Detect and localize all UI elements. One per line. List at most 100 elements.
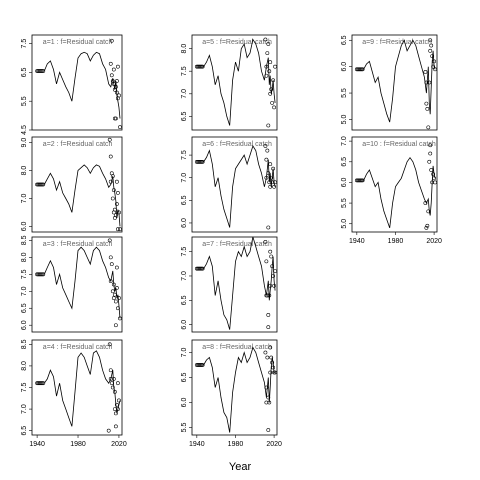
panel-2: 6.0 7.0 8.0 9.0 a=2 : f=Residual catch	[21, 136, 123, 233]
observation-point	[266, 313, 271, 317]
observation-point	[108, 61, 113, 66]
series-line	[43, 246, 121, 319]
observation-point	[110, 196, 115, 201]
observation-point	[107, 137, 112, 142]
observation-point	[266, 325, 271, 330]
x-tick-label: 2020	[426, 238, 442, 245]
observation-point	[111, 296, 116, 300]
observation-point	[265, 293, 270, 298]
observation-point	[266, 428, 271, 432]
observation-point	[426, 125, 431, 130]
observation-point	[428, 143, 433, 148]
y-tick-label: 5.5	[341, 88, 348, 98]
observation-point	[265, 148, 270, 153]
x-tick-label: 1980	[228, 441, 244, 448]
panel-frame	[191, 34, 278, 131]
observation-point	[117, 296, 121, 300]
observation-point	[113, 213, 118, 218]
y-tick-label: 7.0	[181, 89, 188, 99]
observation-point	[272, 283, 277, 288]
observation-point	[263, 37, 268, 42]
observation-point	[114, 265, 119, 270]
panel-frame	[191, 236, 278, 333]
panel-label: a=10 : f=Residual catch	[362, 141, 436, 148]
series-line	[203, 236, 276, 330]
panel-label: a=3 : f=Residual catch	[43, 241, 113, 248]
observation-point	[273, 269, 277, 274]
y-tick-label: 6.5	[181, 111, 188, 121]
y-tick-label: 4.5	[21, 125, 28, 135]
panel-label: a=9 : f=Residual catch	[362, 39, 432, 46]
observation-point	[106, 428, 111, 433]
observation-point	[109, 38, 114, 43]
y-tick-label: 6.0	[341, 177, 348, 187]
observation-point	[265, 51, 270, 55]
observation-point	[432, 59, 437, 64]
observation-point	[112, 207, 117, 212]
observation-point	[273, 180, 277, 185]
observation-point	[111, 82, 116, 86]
observation-point	[264, 385, 269, 390]
panel-label: a=6 : f=Residual catch	[202, 141, 272, 148]
y-tick-label: 6.0	[181, 398, 188, 408]
observation-point	[109, 262, 114, 267]
observation-point	[268, 345, 273, 350]
y-tick-label: 6.5	[181, 195, 188, 205]
y-tick-label: 7.5	[181, 66, 188, 76]
observation-point	[270, 180, 275, 185]
observation-point	[267, 69, 272, 74]
observation-point	[264, 157, 269, 162]
initial-point	[200, 363, 205, 367]
y-tick-label: 7.5	[21, 39, 28, 49]
panel-frame	[351, 136, 438, 233]
y-tick-label: 7.5	[21, 383, 28, 393]
series-line	[43, 164, 121, 227]
observation-point	[116, 190, 120, 195]
y-tick-label: 6.0	[181, 320, 188, 330]
observation-point	[114, 285, 119, 290]
y-tick-label: 5.0	[341, 219, 348, 229]
observation-point	[264, 73, 269, 78]
observation-point	[427, 80, 432, 85]
observation-point	[264, 400, 269, 405]
observation-point	[430, 180, 435, 185]
observation-point	[113, 424, 118, 429]
observation-point	[109, 381, 114, 386]
series-line	[363, 157, 436, 229]
series-line	[43, 350, 121, 427]
panel-4: 6.5 7.0 7.5 8.0 8.5 1940 1980 2020 a=4 : f=Resid…	[21, 339, 127, 448]
series-line	[203, 346, 276, 433]
initial-point	[41, 272, 46, 277]
series-line	[43, 51, 121, 119]
observation-point	[107, 238, 112, 243]
observation-point	[269, 175, 274, 180]
observation-point	[111, 67, 116, 72]
observation-point	[268, 162, 273, 167]
observation-point	[110, 174, 115, 179]
y-tick-label: 7.0	[21, 193, 28, 203]
observation-point	[111, 376, 116, 381]
observation-point	[114, 79, 119, 83]
observation-point	[266, 395, 271, 400]
observation-point	[267, 400, 272, 405]
y-tick-label: 6.5	[21, 303, 28, 313]
y-tick-label: 6.0	[21, 221, 28, 231]
x-tick-label: 2020	[266, 441, 282, 448]
y-tick-label: 6.5	[341, 35, 348, 45]
observation-point	[108, 255, 113, 260]
y-tick-label: 6.0	[181, 218, 188, 228]
observation-point	[113, 84, 118, 89]
observation-point	[426, 209, 431, 214]
y-tick-label: 6.5	[341, 157, 348, 167]
observation-point	[270, 100, 275, 105]
observation-point	[432, 176, 437, 181]
initial-point	[200, 159, 205, 164]
panels-group: 4.5 5.5 6.5 7.5 a=1 : f=Residual catch 6.0 7.0…	[21, 34, 442, 448]
observation-point	[272, 184, 277, 189]
observation-point	[269, 355, 274, 360]
panel-label: a=2 : f=Residual catch	[43, 141, 113, 148]
observation-point	[427, 159, 432, 164]
initial-point	[200, 64, 205, 69]
